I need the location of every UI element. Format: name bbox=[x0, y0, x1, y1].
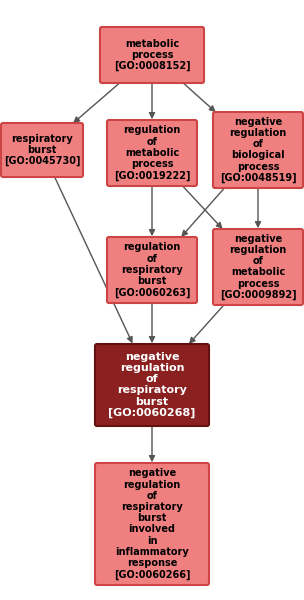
FancyBboxPatch shape bbox=[107, 120, 197, 186]
FancyBboxPatch shape bbox=[95, 344, 209, 426]
FancyBboxPatch shape bbox=[100, 27, 204, 83]
FancyBboxPatch shape bbox=[95, 463, 209, 585]
FancyBboxPatch shape bbox=[107, 237, 197, 303]
Text: respiratory
burst
[GO:0045730]: respiratory burst [GO:0045730] bbox=[4, 134, 80, 166]
Text: regulation
of
respiratory
burst
[GO:0060263]: regulation of respiratory burst [GO:0060… bbox=[114, 242, 190, 298]
Text: regulation
of
metabolic
process
[GO:0019222]: regulation of metabolic process [GO:0019… bbox=[114, 125, 190, 181]
FancyBboxPatch shape bbox=[213, 112, 303, 188]
Text: metabolic
process
[GO:0008152]: metabolic process [GO:0008152] bbox=[114, 38, 190, 71]
Text: negative
regulation
of
biological
process
[GO:0048519]: negative regulation of biological proces… bbox=[220, 117, 296, 183]
Text: negative
regulation
of
respiratory
burst
[GO:0060268]: negative regulation of respiratory burst… bbox=[108, 352, 196, 418]
FancyBboxPatch shape bbox=[1, 123, 83, 177]
Text: negative
regulation
of
respiratory
burst
involved
in
inflammatory
response
[GO:0: negative regulation of respiratory burst… bbox=[114, 469, 190, 580]
FancyBboxPatch shape bbox=[213, 229, 303, 305]
Text: negative
regulation
of
metabolic
process
[GO:0009892]: negative regulation of metabolic process… bbox=[220, 234, 296, 300]
